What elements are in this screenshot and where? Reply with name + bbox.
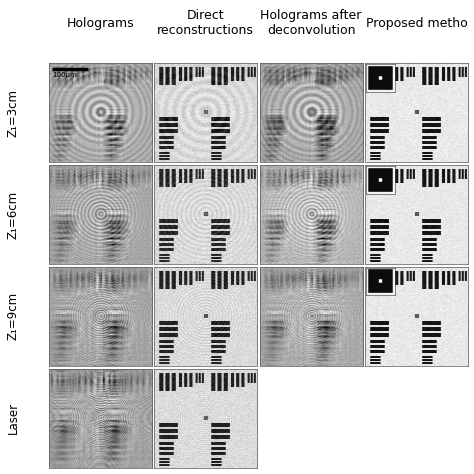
Text: Laser: Laser (7, 402, 20, 434)
Text: Proposed metho: Proposed metho (365, 17, 467, 30)
Text: 100μm: 100μm (52, 72, 77, 78)
Text: Z₁=6cm: Z₁=6cm (7, 191, 20, 238)
Text: Holograms after
deconvolution: Holograms after deconvolution (260, 9, 362, 37)
Text: Holograms: Holograms (66, 17, 134, 30)
Text: Z₁=9cm: Z₁=9cm (7, 292, 20, 340)
Text: Direct
reconstructions: Direct reconstructions (157, 9, 254, 37)
Text: Z₁=3cm: Z₁=3cm (7, 89, 20, 137)
